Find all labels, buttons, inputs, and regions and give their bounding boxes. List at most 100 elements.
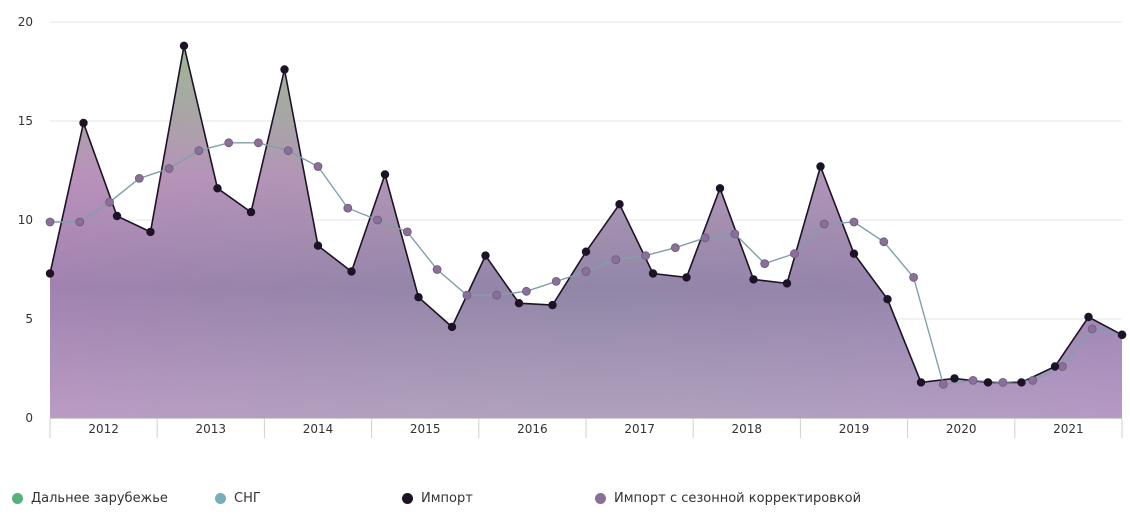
import-point (615, 200, 624, 209)
x-tick-label-2018: 2018 (732, 422, 763, 436)
x-axis: 2012 2013 2014 2015 2016 2017 2018 2019 2020 2021 (49, 418, 1123, 438)
import-sa-point (283, 146, 293, 156)
x-tick-label-2014: 2014 (303, 422, 334, 436)
import-sa-point (194, 146, 204, 156)
legend-import-sa-label: Импорт с сезонной корректировкой (614, 491, 862, 506)
x-tick-label-2016: 2016 (517, 422, 548, 436)
import-sa-point (819, 219, 829, 229)
import-point (749, 275, 758, 284)
import-sa-point (224, 138, 234, 148)
legend-item-import-sa: Импорт с сезонной корректировкой (595, 491, 861, 506)
legend-cis-label: СНГ (234, 491, 261, 506)
legend-far-abroad-label: Дальнее зарубежье (31, 491, 168, 506)
import-point (280, 65, 289, 74)
import-point (146, 227, 155, 237)
import-sa-point (700, 233, 710, 243)
import-sa-point (611, 255, 621, 265)
import-point (112, 211, 122, 221)
import-sa-point (313, 162, 323, 171)
import-point (816, 162, 825, 171)
import-point (447, 322, 457, 332)
import-point (883, 295, 892, 304)
import-point (481, 251, 490, 260)
import-point (1017, 378, 1026, 387)
series-points (45, 41, 1127, 389)
import-area (50, 45, 1122, 419)
import-point (79, 118, 88, 128)
import-sa-point (670, 243, 680, 253)
import-sa-point (1028, 375, 1038, 385)
legend-far-abroad-swatch (12, 493, 23, 504)
import-sa-point (134, 173, 144, 183)
import-point (1050, 362, 1060, 371)
import-point (983, 378, 993, 387)
import-point (380, 170, 390, 179)
legend-import-label: Импорт (421, 491, 473, 506)
import-sa-point (1087, 324, 1097, 334)
import-sa-point (253, 138, 263, 148)
import-point (179, 41, 189, 50)
import-sa-point (164, 164, 174, 173)
legend-import-swatch (402, 493, 413, 504)
legend: Дальнее зарубежье СНГ Импорт Импорт с се… (0, 491, 1130, 515)
import-sa-point (641, 251, 650, 261)
import-point (414, 293, 423, 302)
import-sa-point (373, 215, 383, 225)
x-tick-label-2012: 2012 (88, 422, 119, 436)
import-point (548, 300, 557, 310)
x-tick-label-2013: 2013 (196, 422, 227, 436)
import-point (313, 241, 323, 250)
y-tick-label-15: 15 (18, 114, 33, 128)
import-point (782, 279, 792, 288)
y-tick-label-0: 0 (25, 411, 33, 425)
import-sa-point (968, 375, 978, 385)
import-sa-point (909, 272, 918, 282)
x-tick-label-2015: 2015 (410, 422, 441, 436)
import-sa-point (432, 265, 442, 274)
import-area-overlay (50, 45, 1122, 419)
import-point (916, 378, 926, 387)
import-sa-point (343, 203, 353, 213)
import-sa-point (492, 290, 502, 300)
import-sa-point (105, 197, 114, 207)
import-point (45, 269, 55, 278)
y-tick-label-10: 10 (18, 213, 33, 227)
import-sa-point (522, 286, 531, 296)
import-sa-point (879, 237, 889, 247)
import-point (715, 184, 725, 193)
x-tick-label-2017: 2017 (624, 422, 655, 436)
import-sa-point (730, 229, 740, 239)
legend-cis-swatch (215, 493, 226, 504)
import-point (648, 269, 658, 278)
import-point (246, 207, 256, 217)
import-point (1084, 312, 1093, 322)
x-tick-label-2019: 2019 (839, 422, 870, 436)
import-point (347, 267, 356, 276)
y-tick-label-20: 20 (18, 15, 33, 29)
import-sa-point (551, 276, 561, 286)
import-sa-point (75, 217, 85, 227)
x-tick-label-2020: 2020 (946, 422, 977, 436)
import-sa-point (462, 290, 472, 300)
import-point (950, 374, 959, 383)
x-tick-label-2021: 2021 (1053, 422, 1084, 436)
import-sa-point (849, 217, 859, 227)
import-point (849, 249, 859, 258)
import-sa-point (581, 267, 591, 276)
import-sa-point (45, 217, 55, 227)
import-sa-point (790, 249, 799, 259)
legend-item-cis: СНГ (215, 491, 261, 506)
import-sa-point (1058, 362, 1067, 371)
import-sa-point (998, 377, 1008, 387)
legend-item-far-abroad: Дальнее зарубежье (12, 491, 168, 506)
y-tick-label-5: 5 (25, 312, 33, 326)
import-sa-point (402, 227, 412, 237)
import-point (213, 184, 222, 193)
import-point (581, 247, 591, 256)
import-point (1117, 330, 1127, 339)
y-axis: 0 5 10 15 20 (18, 15, 33, 425)
import-point (514, 299, 524, 308)
import-sa-point (938, 379, 948, 389)
import-sa-point (760, 259, 770, 269)
